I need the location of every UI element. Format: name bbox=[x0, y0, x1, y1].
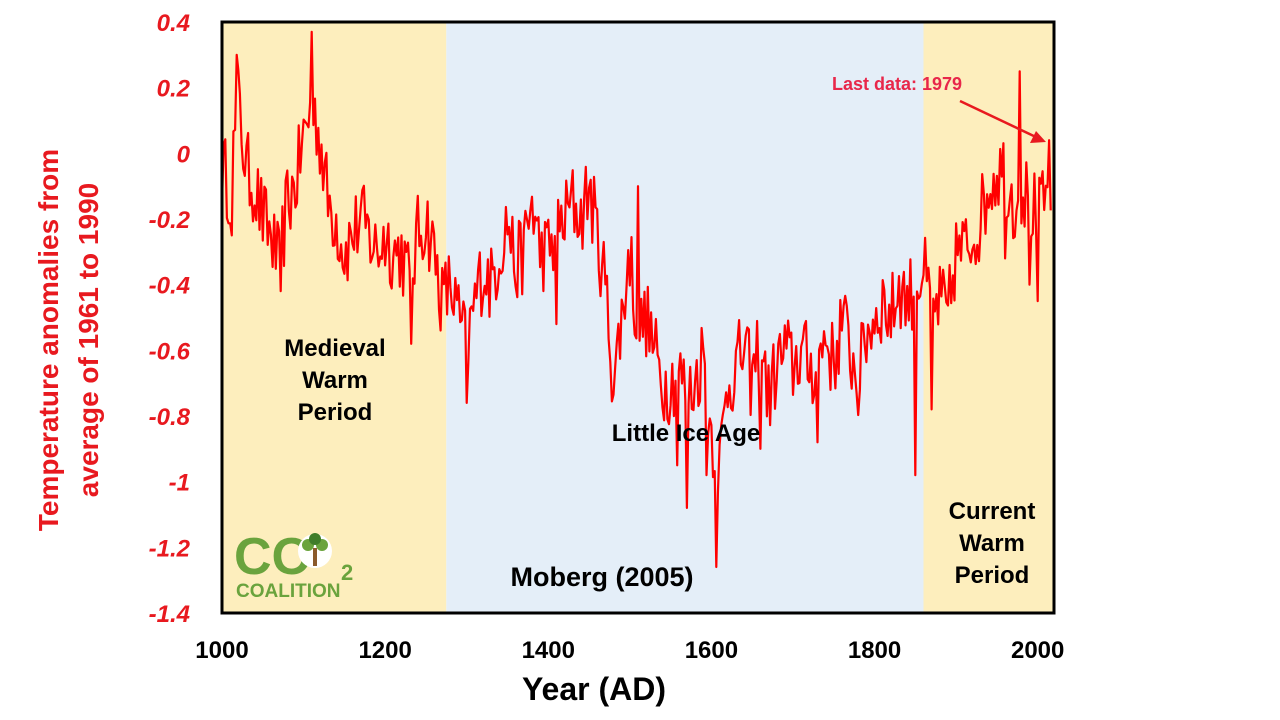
x-tick-label: 1000 bbox=[195, 637, 248, 664]
y-tick-label: -0.2 bbox=[149, 207, 191, 234]
y-axis-ticks: 0.4 0.2 0 -0.2 -0.4 -0.6 -0.8 -1 -1.2 -1.4 bbox=[149, 10, 191, 628]
band-medieval-warm-period bbox=[222, 22, 447, 613]
logo-letters: CO bbox=[234, 528, 312, 586]
y-tick-label: -0.4 bbox=[149, 273, 190, 300]
x-axis-ticks: 1000 1200 1400 1600 1800 2000 bbox=[195, 637, 1064, 664]
y-tick-label: -0.8 bbox=[149, 404, 191, 431]
medieval-warm-period-label: Medieval Warm Period bbox=[284, 335, 385, 426]
y-axis-label-line-2: average of 1961 to 1990 bbox=[73, 183, 104, 497]
y-tick-label: -0.6 bbox=[149, 338, 191, 365]
period-bands bbox=[222, 22, 1054, 613]
period-label-line: Current bbox=[949, 498, 1036, 525]
x-tick-label: 1200 bbox=[358, 637, 411, 664]
period-label-line: Period bbox=[955, 562, 1030, 589]
tree-icon bbox=[298, 533, 332, 568]
y-tick-label: 0.2 bbox=[157, 76, 191, 103]
logo-subscript: 2 bbox=[341, 560, 353, 585]
last-data-annotation: Last data: 1979 bbox=[832, 74, 962, 94]
little-ice-age-label: Little Ice Age bbox=[612, 420, 760, 447]
y-tick-label: 0 bbox=[177, 141, 191, 168]
y-tick-label: -1.2 bbox=[149, 535, 191, 562]
series-line bbox=[220, 30, 1052, 569]
y-tick-label: 0.4 bbox=[157, 10, 190, 37]
period-label-line: Medieval bbox=[284, 335, 385, 362]
period-label-line: Warm bbox=[302, 367, 368, 394]
period-label-line: Period bbox=[298, 399, 373, 426]
x-tick-label: 1400 bbox=[522, 637, 575, 664]
period-label-line: Warm bbox=[959, 530, 1025, 557]
band-current-warm-period bbox=[923, 22, 1054, 613]
y-axis-label-line-1: Temperature anomalies from bbox=[33, 149, 64, 531]
x-axis-label: Year (AD) bbox=[522, 671, 666, 707]
y-tick-label: -1.4 bbox=[149, 601, 190, 628]
annotation-arrow bbox=[959, 99, 1046, 143]
band-little-ice-age bbox=[446, 22, 924, 613]
x-tick-label: 1800 bbox=[848, 637, 901, 664]
x-tick-label: 1600 bbox=[685, 637, 738, 664]
y-tick-label: -1 bbox=[169, 470, 190, 497]
current-warm-period-label: Current Warm Period bbox=[949, 498, 1036, 589]
logo-wordmark: COALITION bbox=[236, 581, 341, 602]
x-tick-label: 2000 bbox=[1011, 637, 1064, 664]
co2-coalition-logo: CO 2 COALITION bbox=[234, 528, 353, 602]
source-label: Moberg (2005) bbox=[510, 562, 693, 592]
plot-frame bbox=[220, 20, 1056, 615]
y-axis-label: Temperature anomalies from average of 19… bbox=[33, 149, 104, 531]
